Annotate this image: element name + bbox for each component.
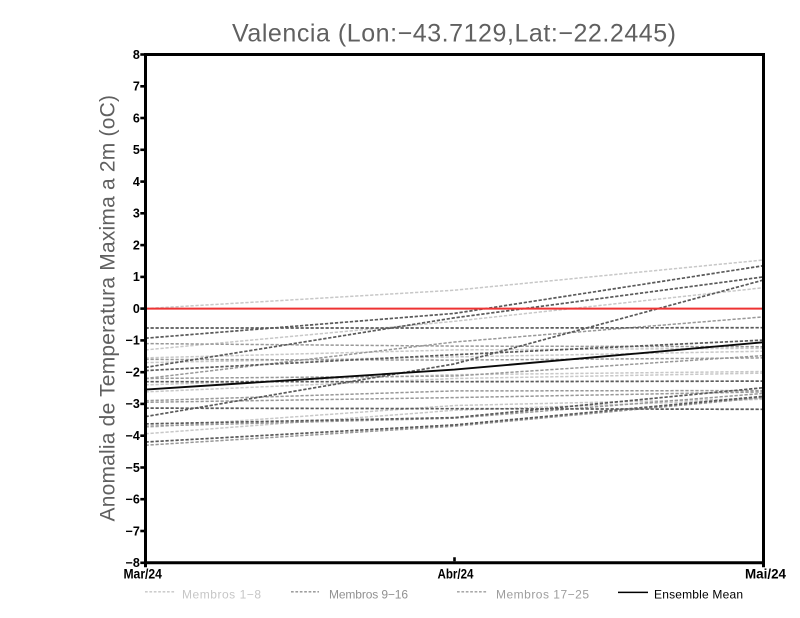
svg-text:−3: −3 xyxy=(126,397,140,411)
svg-text:8: 8 xyxy=(133,48,140,62)
svg-text:−2: −2 xyxy=(126,366,140,380)
svg-text:3: 3 xyxy=(133,207,140,221)
svg-text:Ensemble Mean: Ensemble Mean xyxy=(654,588,743,602)
svg-text:−4: −4 xyxy=(126,429,140,443)
svg-text:Valencia (Lon:−43.7129,Lat:−22: Valencia (Lon:−43.7129,Lat:−22.2445) xyxy=(232,20,676,48)
svg-text:−7: −7 xyxy=(126,524,140,538)
svg-text:Mai/24: Mai/24 xyxy=(745,567,786,582)
svg-text:Anomalia de Temperatura Maxima: Anomalia de Temperatura Maxima a 2m (oC) xyxy=(97,95,120,522)
svg-text:Membros 17−25: Membros 17−25 xyxy=(496,588,589,602)
svg-text:Membros 1−8: Membros 1−8 xyxy=(182,588,261,602)
svg-text:−1: −1 xyxy=(126,334,140,348)
svg-text:6: 6 xyxy=(133,111,140,125)
svg-text:4: 4 xyxy=(133,175,140,189)
svg-text:−8: −8 xyxy=(126,556,140,570)
svg-text:Membros 9−16: Membros 9−16 xyxy=(329,588,408,602)
svg-text:0: 0 xyxy=(133,302,140,316)
svg-text:5: 5 xyxy=(133,143,140,157)
svg-text:7: 7 xyxy=(133,80,140,94)
svg-text:Mar/24: Mar/24 xyxy=(123,567,162,582)
svg-text:−5: −5 xyxy=(126,461,140,475)
svg-text:Abr/24: Abr/24 xyxy=(438,567,474,582)
svg-text:−6: −6 xyxy=(126,493,140,507)
svg-text:1: 1 xyxy=(133,270,140,284)
svg-text:2: 2 xyxy=(133,238,140,252)
